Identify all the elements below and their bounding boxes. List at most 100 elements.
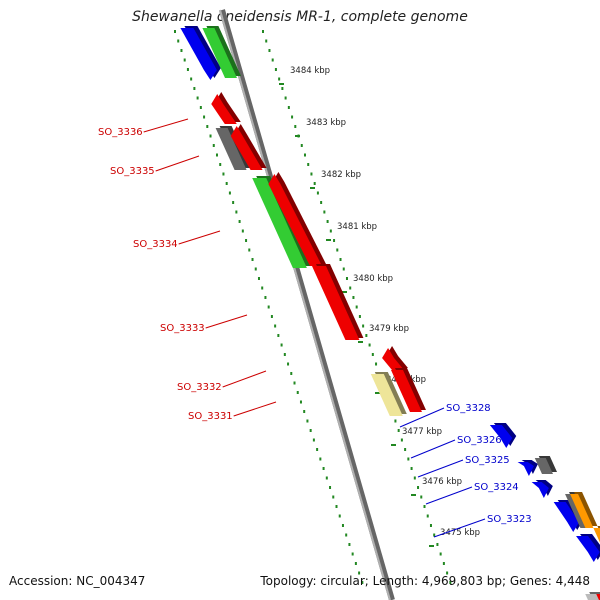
rail-tick — [326, 220, 329, 223]
gene-face — [211, 94, 237, 124]
rail-tick — [436, 543, 439, 546]
rail-tick — [193, 87, 196, 90]
rail-tick — [336, 248, 339, 252]
rail-tick — [404, 448, 407, 451]
rail-tick — [358, 571, 361, 575]
gene-label-left[interactable]: SO_3331 — [188, 411, 233, 422]
gene-red-small[interactable] — [382, 346, 408, 370]
rail-tick — [274, 68, 277, 71]
rail-tick — [439, 552, 442, 556]
rail-tick — [394, 419, 397, 423]
gene-label-leader — [433, 518, 486, 538]
rail-tick — [322, 467, 325, 470]
rail-tick — [212, 144, 215, 147]
gene-so-3333[interactable] — [311, 264, 364, 340]
gene-label-right[interactable]: SO_3325 — [465, 455, 510, 466]
rail-tick — [410, 467, 413, 470]
gene-gray[interactable] — [215, 126, 251, 170]
gene-bottom-gray[interactable] — [585, 592, 600, 600]
scale-major-tick — [391, 444, 396, 446]
gene-label-leader — [425, 486, 473, 505]
gene-orange-2[interactable] — [593, 526, 600, 560]
gene-face — [576, 536, 600, 562]
gene-red-upper[interactable] — [211, 92, 241, 124]
gene-face — [215, 128, 247, 170]
gene-gray-right[interactable] — [534, 456, 558, 474]
rail-tick — [375, 362, 378, 366]
rail-tick — [316, 448, 319, 451]
gene-bottom-red[interactable] — [596, 592, 600, 600]
rail-tick — [245, 239, 248, 242]
gene-label-leader — [178, 230, 221, 245]
rail-tick — [248, 248, 251, 252]
rail-tick — [354, 562, 357, 565]
gene-face — [596, 594, 600, 600]
gene-label-left[interactable]: SO_3335 — [110, 166, 155, 177]
gene-orange-1[interactable] — [570, 492, 598, 528]
rail-tick — [397, 429, 400, 432]
rail-tick — [329, 486, 332, 489]
gene-face — [570, 494, 594, 528]
rail-tick — [228, 191, 231, 195]
gene-face — [311, 266, 360, 340]
scale-major-tick — [279, 83, 284, 85]
gene-label-leader — [155, 155, 200, 172]
rail-tick — [449, 581, 452, 584]
rail-tick — [270, 315, 273, 318]
rail-tick — [281, 87, 284, 90]
gene-label-right[interactable]: SO_3328 — [446, 403, 491, 414]
gene-face — [391, 370, 422, 412]
gene-label-left[interactable]: SO_3334 — [133, 239, 178, 250]
scale-label: 3476 kbp — [422, 477, 462, 487]
right-tick-rail — [262, 30, 452, 584]
rail-tick — [358, 315, 361, 318]
gene-label-right[interactable]: SO_3326 — [457, 435, 502, 446]
gene-green-top[interactable] — [202, 26, 242, 78]
rail-tick — [254, 267, 257, 271]
gene-label-right[interactable]: SO_3324 — [474, 482, 519, 493]
rail-tick — [312, 438, 315, 442]
gene-label-left[interactable]: SO_3332 — [177, 382, 222, 393]
rail-tick — [351, 552, 354, 556]
rail-tick — [303, 410, 306, 413]
rail-tick — [423, 505, 426, 508]
scale-major-tick — [429, 545, 434, 547]
rail-tick — [177, 39, 180, 43]
rail-tick — [420, 495, 423, 499]
rail-tick — [209, 134, 212, 138]
gene-face — [531, 482, 549, 498]
gene-so-3324[interactable] — [553, 500, 584, 532]
rail-tick — [341, 524, 344, 527]
gene-so-3325[interactable] — [531, 480, 553, 498]
gene-label-left[interactable]: SO_3333 — [160, 323, 205, 334]
gene-so-3334[interactable] — [268, 172, 326, 266]
gene-face — [180, 28, 217, 80]
gene-so-3331-yellow[interactable] — [370, 372, 407, 416]
rail-tick — [300, 144, 303, 147]
rail-tick — [251, 258, 254, 261]
rail-tick — [368, 343, 371, 347]
rail-tick — [215, 153, 218, 157]
rail-tick — [362, 324, 365, 328]
gene-label-right[interactable]: SO_3323 — [487, 514, 532, 525]
gene-blue-small[interactable] — [517, 460, 538, 476]
genome-backbone — [219, 9, 395, 600]
gene-so-3323[interactable] — [576, 534, 600, 562]
rail-tick — [339, 258, 342, 261]
gene-so-3334-green[interactable] — [252, 176, 311, 268]
gene-face — [517, 462, 534, 476]
gene-so-3331[interactable] — [391, 368, 426, 412]
rail-tick — [232, 201, 235, 204]
gene-so-3328[interactable] — [489, 423, 517, 448]
gene-so-3335[interactable] — [230, 124, 267, 170]
rail-tick — [429, 524, 432, 527]
gene-label-left[interactable]: SO_3336 — [98, 127, 143, 138]
scale-major-tick — [411, 494, 416, 496]
rail-tick — [287, 362, 290, 366]
rail-tick — [264, 296, 267, 299]
rail-tick — [333, 239, 336, 242]
scale-major-tick — [375, 392, 380, 394]
gene-blue-top[interactable] — [180, 26, 221, 80]
scale-major-tick — [358, 341, 363, 343]
rail-tick — [332, 495, 335, 499]
